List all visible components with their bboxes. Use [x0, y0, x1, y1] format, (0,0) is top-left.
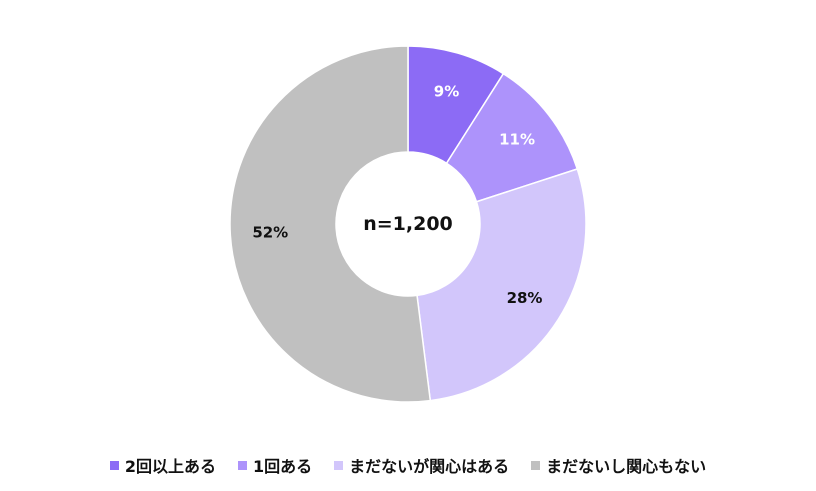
center-label: n=1,200 — [363, 213, 453, 235]
legend-item-0: 2回以上ある — [109, 453, 216, 477]
legend-label-2: まだないが関心はある — [349, 457, 510, 476]
legend-swatch-2 — [334, 460, 344, 470]
legend-item-2: まだないが関心はある — [334, 453, 509, 477]
legend-swatch-1 — [237, 460, 247, 470]
slice-2 — [416, 168, 587, 402]
slice-label-0: 9% — [434, 82, 459, 100]
donut-chart: 9% 11% 28% 52% n=1,200 — [229, 45, 587, 403]
legend-swatch-0 — [109, 460, 119, 470]
slice-label-1: 11% — [499, 130, 535, 148]
legend-swatch-3 — [531, 460, 541, 470]
legend-label-0: 2回以上ある — [124, 457, 216, 476]
slice-label-2: 28% — [507, 289, 543, 307]
slice-3 — [229, 45, 432, 403]
legend-label-3: まだないし関心もない — [546, 457, 707, 476]
legend: 2回以上ある 1回ある まだないが関心はある まだないし関心もない — [0, 453, 816, 477]
slice-label-3: 52% — [252, 224, 288, 242]
legend-item-1: 1回ある — [237, 453, 313, 477]
legend-item-3: まだないし関心もない — [531, 453, 706, 477]
legend-label-1: 1回ある — [252, 457, 313, 476]
